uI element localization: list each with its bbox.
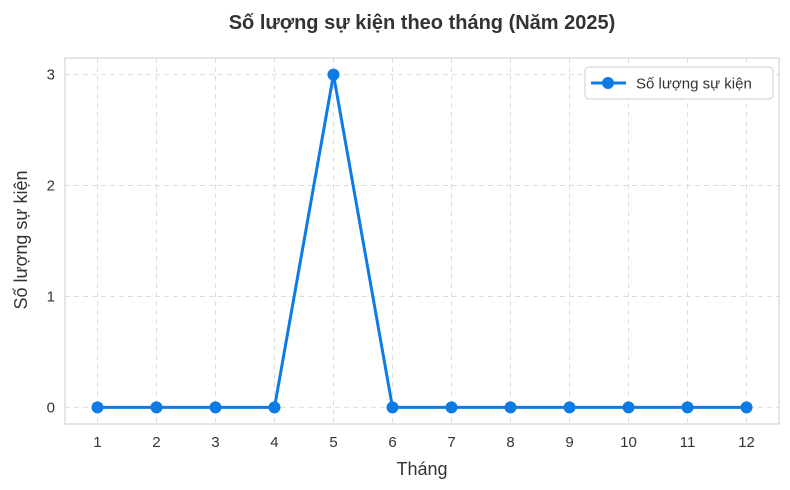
data-point — [386, 401, 399, 414]
series-line — [97, 74, 747, 409]
x-axis-ticks: 1 2 3 4 5 6 7 8 9 10 11 12 — [93, 434, 755, 451]
x-tick-label: 11 — [680, 434, 696, 451]
data-point — [445, 401, 458, 414]
data-point — [268, 401, 281, 414]
x-tick-label: 10 — [620, 434, 637, 451]
x-tick-label: 9 — [565, 434, 573, 451]
x-tick-label: 4 — [270, 434, 278, 451]
x-axis-label: Tháng — [396, 459, 447, 479]
y-tick-label: 3 — [47, 67, 55, 84]
legend: Số lượng sự kiện — [584, 66, 774, 100]
x-tick-label: 7 — [447, 434, 455, 451]
y-tick-label: 2 — [47, 178, 55, 195]
data-point — [504, 401, 517, 414]
legend-box — [584, 66, 774, 100]
x-tick-label: 1 — [93, 434, 101, 451]
y-axis-label: Số lượng sự kiện — [11, 171, 31, 310]
data-point — [150, 401, 163, 414]
data-point — [622, 401, 635, 414]
legend-marker-swatch — [602, 77, 614, 89]
data-point — [327, 68, 340, 81]
x-tick-label: 12 — [738, 434, 755, 451]
x-tick-label: 2 — [152, 434, 160, 451]
plot-frame — [64, 57, 780, 425]
x-tick-label: 8 — [506, 434, 514, 451]
x-tick-label: 5 — [329, 434, 337, 451]
legend-label: Số lượng sự kiện — [636, 76, 752, 93]
data-point — [563, 401, 576, 414]
data-point — [681, 401, 694, 414]
chart-title: Số lượng sự kiện theo tháng (Năm 2025) — [229, 12, 616, 34]
data-point — [209, 401, 222, 414]
series-layer — [91, 68, 753, 414]
y-tick-label: 1 — [47, 288, 55, 305]
y-tick-label: 0 — [47, 399, 55, 416]
x-tick-label: 3 — [211, 434, 219, 451]
x-tick-label: 6 — [388, 434, 396, 451]
data-point — [740, 401, 753, 414]
data-point — [91, 401, 104, 414]
grid — [65, 58, 779, 424]
y-axis-ticks: 0 1 2 3 — [47, 67, 55, 417]
